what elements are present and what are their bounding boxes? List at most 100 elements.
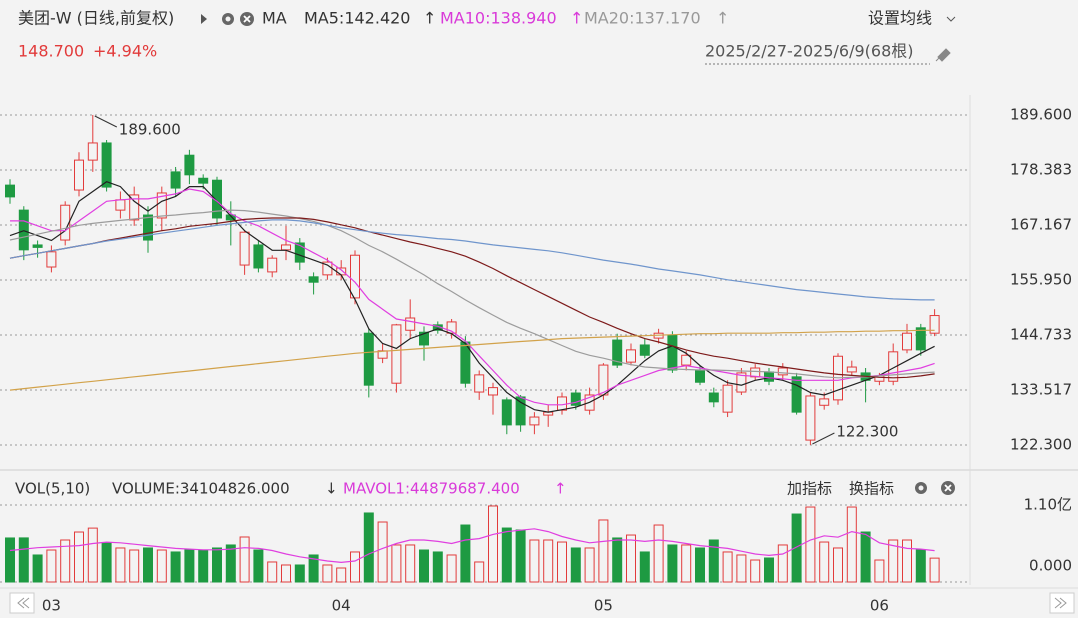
volume-bar [253, 549, 264, 583]
volume-bar [626, 534, 636, 583]
volume-bar [722, 551, 733, 583]
volume-bar [281, 564, 291, 583]
indicator-settings-icon[interactable] [915, 482, 927, 494]
last-price: 148.700 [18, 42, 84, 61]
volume-bar [888, 539, 899, 583]
annotation-arrow [812, 432, 835, 445]
volume-bar [557, 541, 567, 583]
volume-bar [667, 544, 678, 583]
candle-body [529, 416, 540, 426]
volume-bar [805, 506, 816, 583]
candle-body [267, 257, 278, 273]
volume-bar [777, 544, 788, 583]
volume-bar [391, 544, 402, 583]
candle-body [501, 399, 512, 426]
ma20-arrow: ↑ [716, 9, 729, 28]
ma-line [9, 181, 935, 413]
volume-bar [460, 524, 471, 583]
volume-bar [336, 567, 347, 583]
candle-body [708, 392, 719, 403]
mavol-value: MAVOL1:44879687.400 [343, 480, 520, 498]
volume-bar [695, 547, 705, 583]
y-tick-label: 189.600 [1010, 106, 1072, 124]
volume-bar [363, 512, 374, 583]
candle-body [777, 367, 788, 376]
switch-indicator[interactable]: 换指标 [849, 480, 894, 498]
scroll-left[interactable] [9, 592, 35, 614]
annotation-low: 122.300 [836, 422, 898, 440]
stock-title: 美团-W (日线,前复权) [18, 9, 174, 28]
candle-body [888, 351, 899, 382]
volume-bar [791, 513, 802, 583]
volume-bar [736, 554, 747, 583]
close-icon[interactable] [240, 12, 254, 26]
volume-bar [764, 557, 774, 583]
add-indicator[interactable]: 加指标 [787, 480, 832, 498]
candle-body [336, 267, 347, 276]
volume-bar [294, 564, 305, 583]
volume-bar [32, 554, 43, 583]
candle-body [74, 159, 84, 191]
volume-bar [529, 539, 540, 583]
volume-bar [322, 564, 333, 583]
volume-bar [74, 531, 84, 583]
volume-bar [860, 531, 871, 583]
ma-line [9, 219, 935, 301]
expand-icon[interactable] [201, 14, 207, 24]
candle-body [929, 315, 940, 334]
volume-value: VOLUME:34104826.000 [112, 480, 290, 498]
candle-body [198, 177, 209, 184]
vol-indicator: VOL(5,10) [15, 480, 90, 498]
candle-body [156, 192, 167, 219]
date-range[interactable]: 2025/2/27-2025/6/9(68根) [705, 42, 914, 61]
x-tick-label: 03 [42, 597, 61, 615]
candle-body [639, 344, 650, 356]
y-tick-label: 144.733 [1010, 325, 1072, 343]
candle-body [915, 327, 926, 351]
ma-line [9, 528, 935, 564]
candle-body [5, 184, 15, 198]
candle-body [791, 376, 802, 413]
candle-body [32, 244, 43, 248]
volume-bar [156, 549, 167, 583]
volume-bar [18, 537, 29, 583]
volume-bar [515, 529, 526, 583]
volume-bar [929, 557, 940, 583]
y-tick-label: 178.383 [1010, 161, 1072, 179]
volume-bar [584, 547, 595, 583]
pin-icon[interactable] [935, 48, 951, 62]
candle-body [101, 142, 112, 188]
candle-body [570, 392, 581, 406]
volume-bar [350, 551, 360, 583]
volume-bar [5, 537, 15, 583]
settings-icon[interactable] [222, 13, 234, 25]
scroll-right[interactable] [1049, 592, 1075, 614]
volume-bar [267, 561, 278, 583]
volume-bar [46, 549, 57, 583]
candle-body [87, 142, 98, 161]
candle-body [557, 396, 567, 411]
volume-bar [874, 559, 885, 583]
y-tick-label: 155.950 [1010, 271, 1072, 289]
volume-bar [377, 521, 388, 583]
volume-bar [612, 537, 623, 583]
candle-body [419, 331, 429, 346]
volume-bar [488, 505, 498, 583]
volume-bar [501, 527, 512, 583]
dropdown-icon[interactable] [946, 16, 956, 22]
annotation-high: 189.600 [119, 121, 181, 139]
y-tick-label: 1.10亿 [1024, 496, 1072, 514]
volume-bar [543, 539, 554, 583]
ma-settings[interactable]: 设置均线 [868, 9, 932, 28]
indicator-close-icon[interactable] [941, 481, 955, 495]
candle-body [846, 366, 857, 373]
candle-body [819, 398, 830, 406]
x-tick-label: 05 [594, 597, 613, 615]
volume-bar [846, 506, 857, 583]
volume-bar [143, 547, 153, 583]
volume-bar [129, 549, 140, 583]
ma10-value: MA10:138.940 [440, 9, 557, 28]
ma-line [9, 329, 935, 391]
volume-bar [432, 551, 443, 583]
volume-bar [184, 549, 195, 583]
